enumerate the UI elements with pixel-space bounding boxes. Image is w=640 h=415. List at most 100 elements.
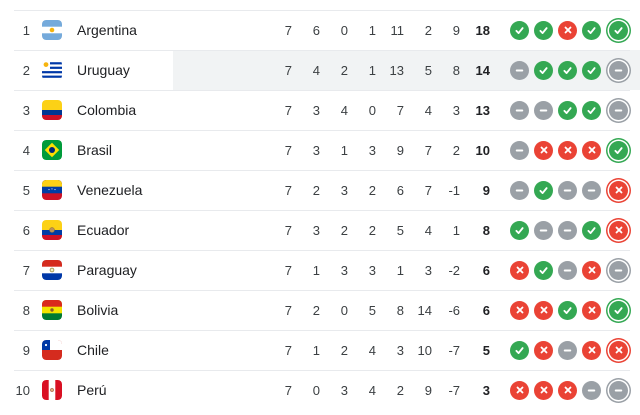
table-row[interactable]: 2 Uruguay 7 4 2 1 13 5 8 14 bbox=[0, 50, 640, 90]
loss-x-icon bbox=[609, 180, 628, 200]
win-check-icon bbox=[582, 60, 601, 80]
colombia-flag-icon bbox=[42, 100, 62, 120]
win-check-icon bbox=[510, 20, 529, 40]
bolivia-flag-icon bbox=[42, 300, 62, 320]
stat-mp: 7 bbox=[284, 142, 292, 158]
win-check-icon bbox=[609, 20, 628, 40]
stat-gd: 3 bbox=[452, 102, 460, 118]
loss-x-icon bbox=[582, 260, 601, 280]
win-check-icon bbox=[609, 300, 628, 320]
argentina-flag-icon bbox=[42, 20, 62, 40]
stat-w: 3 bbox=[312, 222, 320, 238]
stat-gd: 9 bbox=[452, 22, 460, 38]
draw-dash-icon bbox=[558, 260, 577, 280]
loss-x-icon bbox=[534, 380, 553, 400]
stat-gf: 11 bbox=[390, 22, 405, 38]
recent-form bbox=[506, 20, 632, 40]
stat-w: 3 bbox=[312, 142, 320, 158]
win-check-icon bbox=[534, 180, 553, 200]
stat-mp: 7 bbox=[284, 342, 292, 358]
team-name: Perú bbox=[77, 382, 107, 398]
team-name: Paraguay bbox=[77, 262, 137, 278]
draw-dash-icon bbox=[534, 220, 553, 240]
win-check-icon bbox=[609, 140, 628, 160]
stat-mp: 7 bbox=[284, 262, 292, 278]
position-cell: 1 bbox=[22, 22, 30, 38]
stat-gd: 2 bbox=[452, 142, 460, 158]
table-row[interactable]: 3 Colombia 7 3 4 0 7 4 3 13 bbox=[0, 90, 640, 130]
ecuador-flag-icon bbox=[42, 220, 62, 240]
win-check-icon bbox=[582, 20, 601, 40]
stat-gf: 9 bbox=[396, 142, 404, 158]
loss-x-icon bbox=[582, 140, 601, 160]
stat-ga: 10 bbox=[417, 342, 432, 358]
draw-dash-icon bbox=[510, 100, 529, 120]
win-check-icon bbox=[558, 300, 577, 320]
loss-x-icon bbox=[582, 300, 601, 320]
stat-gd: 8 bbox=[452, 62, 460, 78]
points-cell: 8 bbox=[482, 222, 490, 238]
stat-l: 3 bbox=[368, 142, 376, 158]
draw-dash-icon bbox=[510, 140, 529, 160]
stat-l: 3 bbox=[368, 262, 376, 278]
recent-form bbox=[506, 180, 632, 200]
draw-dash-icon bbox=[558, 340, 577, 360]
team-name: Brasil bbox=[77, 142, 113, 158]
table-row[interactable]: 4 Brasil 7 3 1 3 9 7 2 10 bbox=[0, 130, 640, 170]
stat-w: 1 bbox=[312, 342, 320, 358]
stat-w: 2 bbox=[312, 302, 320, 318]
team-name: Venezuela bbox=[77, 182, 143, 198]
stat-d: 3 bbox=[340, 262, 348, 278]
stat-ga: 3 bbox=[424, 262, 432, 278]
peru-flag-icon bbox=[42, 380, 62, 400]
table-row[interactable]: 1 Argentina 7 6 0 1 11 2 9 18 bbox=[0, 10, 640, 50]
recent-form bbox=[506, 140, 632, 160]
points-cell: 5 bbox=[482, 342, 490, 358]
recent-form bbox=[506, 300, 632, 320]
stat-d: 2 bbox=[340, 222, 348, 238]
draw-dash-icon bbox=[558, 180, 577, 200]
table-row[interactable]: 5 Venezuela 7 2 3 2 6 7 -1 9 bbox=[0, 170, 640, 210]
win-check-icon bbox=[534, 260, 553, 280]
recent-form bbox=[506, 380, 632, 400]
position-cell: 9 bbox=[22, 342, 30, 358]
stat-gf: 6 bbox=[396, 182, 404, 198]
stat-l: 0 bbox=[368, 102, 376, 118]
team-name: Argentina bbox=[77, 22, 137, 38]
stat-w: 0 bbox=[312, 382, 320, 398]
loss-x-icon bbox=[510, 260, 529, 280]
table-row[interactable]: 9 Chile 7 1 2 4 3 10 -7 5 bbox=[0, 330, 640, 370]
stat-ga: 4 bbox=[424, 102, 432, 118]
points-cell: 18 bbox=[475, 22, 490, 38]
position-cell: 3 bbox=[22, 102, 30, 118]
stat-l: 5 bbox=[368, 302, 376, 318]
stat-gf: 2 bbox=[396, 382, 404, 398]
brasil-flag-icon bbox=[42, 140, 62, 160]
stat-d: 3 bbox=[340, 182, 348, 198]
table-row[interactable]: 8 Bolivia 7 2 0 5 8 14 -6 6 bbox=[0, 290, 640, 330]
stat-gf: 8 bbox=[396, 302, 404, 318]
recent-form bbox=[506, 340, 632, 360]
loss-x-icon bbox=[558, 380, 577, 400]
table-row[interactable]: 6 Ecuador 7 3 2 2 5 4 1 8 bbox=[0, 210, 640, 250]
uruguay-flag-icon bbox=[42, 60, 62, 80]
team-name: Uruguay bbox=[77, 62, 130, 78]
recent-form bbox=[506, 100, 632, 120]
table-row[interactable]: 7 Paraguay 7 1 3 3 1 3 -2 6 bbox=[0, 250, 640, 290]
loss-x-icon bbox=[534, 140, 553, 160]
loss-x-icon bbox=[609, 340, 628, 360]
stat-w: 2 bbox=[312, 182, 320, 198]
position-cell: 7 bbox=[22, 262, 30, 278]
table-row[interactable]: 10 Perú 7 0 3 4 2 9 -7 3 bbox=[0, 370, 640, 410]
win-check-icon bbox=[510, 340, 529, 360]
team-name: Ecuador bbox=[77, 222, 130, 238]
stat-mp: 7 bbox=[284, 62, 292, 78]
recent-form bbox=[506, 220, 632, 240]
stat-ga: 7 bbox=[424, 142, 432, 158]
stat-ga: 5 bbox=[424, 62, 432, 78]
stat-l: 1 bbox=[368, 62, 376, 78]
stat-ga: 4 bbox=[424, 222, 432, 238]
loss-x-icon bbox=[510, 300, 529, 320]
draw-dash-icon bbox=[534, 100, 553, 120]
